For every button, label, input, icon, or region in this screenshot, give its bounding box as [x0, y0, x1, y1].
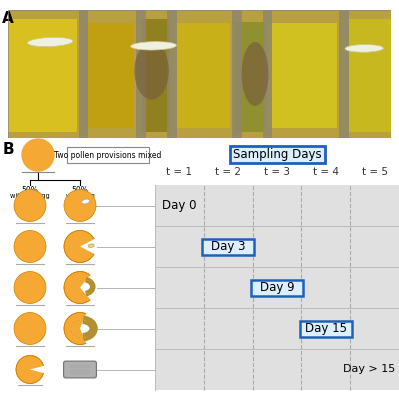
Ellipse shape: [242, 42, 269, 106]
Wedge shape: [80, 274, 97, 300]
Text: Day 9: Day 9: [260, 281, 294, 294]
FancyBboxPatch shape: [232, 10, 242, 138]
FancyBboxPatch shape: [136, 10, 146, 138]
Ellipse shape: [345, 44, 383, 52]
Ellipse shape: [28, 37, 73, 47]
FancyBboxPatch shape: [8, 19, 77, 132]
Text: t = 1: t = 1: [166, 167, 192, 177]
FancyBboxPatch shape: [63, 361, 97, 378]
Text: B: B: [3, 142, 15, 157]
Wedge shape: [80, 239, 97, 254]
Text: t = 5: t = 5: [361, 167, 387, 177]
Wedge shape: [80, 313, 97, 344]
Text: Two pollen provisions mixed: Two pollen provisions mixed: [54, 150, 162, 160]
FancyBboxPatch shape: [167, 10, 176, 138]
Wedge shape: [30, 366, 45, 373]
FancyBboxPatch shape: [67, 147, 149, 163]
Text: Day 0: Day 0: [162, 199, 197, 212]
Text: Day 3: Day 3: [211, 240, 245, 253]
Circle shape: [14, 312, 46, 344]
FancyBboxPatch shape: [269, 23, 338, 128]
FancyBboxPatch shape: [142, 19, 169, 132]
Ellipse shape: [82, 199, 89, 204]
FancyBboxPatch shape: [155, 185, 399, 390]
Text: A: A: [2, 11, 14, 26]
Circle shape: [22, 139, 54, 171]
Text: t = 2: t = 2: [215, 167, 241, 177]
FancyBboxPatch shape: [234, 22, 265, 132]
Circle shape: [64, 230, 96, 262]
FancyBboxPatch shape: [202, 238, 254, 254]
Ellipse shape: [134, 42, 169, 100]
Circle shape: [64, 272, 96, 304]
FancyBboxPatch shape: [85, 23, 134, 128]
Text: Sampling Days: Sampling Days: [233, 148, 321, 161]
Text: with egg: with egg: [65, 193, 95, 199]
Text: without egg: without egg: [10, 193, 50, 199]
FancyBboxPatch shape: [341, 19, 391, 132]
Circle shape: [64, 190, 96, 222]
FancyBboxPatch shape: [8, 10, 391, 138]
Circle shape: [14, 272, 46, 304]
Ellipse shape: [88, 244, 94, 248]
Circle shape: [14, 190, 46, 222]
Circle shape: [14, 230, 46, 262]
FancyBboxPatch shape: [79, 10, 89, 138]
Text: 50%: 50%: [71, 186, 89, 195]
Text: 50%: 50%: [22, 186, 38, 195]
FancyBboxPatch shape: [229, 146, 324, 163]
Ellipse shape: [130, 42, 176, 50]
FancyBboxPatch shape: [173, 23, 230, 128]
Text: Day 15: Day 15: [305, 322, 347, 335]
Text: t = 3: t = 3: [264, 167, 290, 177]
FancyBboxPatch shape: [251, 280, 303, 296]
Text: Day > 15: Day > 15: [343, 364, 395, 374]
FancyBboxPatch shape: [263, 10, 272, 138]
FancyBboxPatch shape: [300, 320, 352, 336]
Circle shape: [16, 356, 44, 384]
FancyBboxPatch shape: [339, 10, 349, 138]
Text: t = 4: t = 4: [313, 167, 339, 177]
Circle shape: [64, 312, 96, 344]
